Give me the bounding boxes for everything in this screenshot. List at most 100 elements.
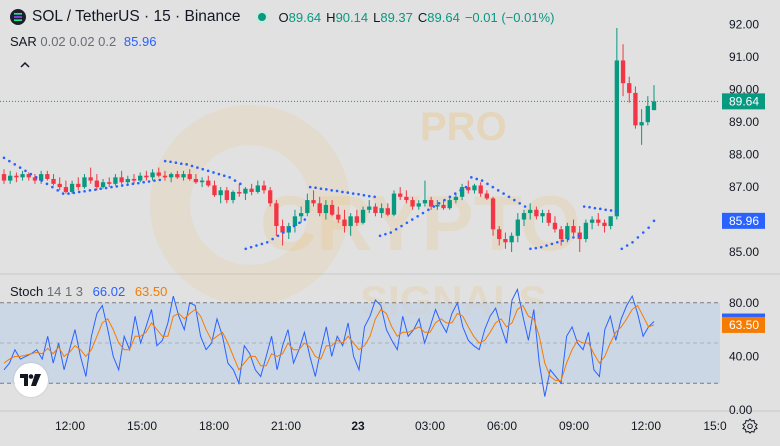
sar-dot [432,205,436,208]
candle-body [379,208,384,214]
sar-dot [593,206,597,210]
sar-dot [56,189,60,192]
sar-dot [67,192,70,195]
sar-dot [362,193,366,197]
candle [76,177,81,191]
candle [416,200,421,210]
candle [150,169,155,181]
candle-body [100,182,106,188]
candle [391,190,397,217]
candle [435,200,440,210]
price-axis-tick: 91.00 [729,50,759,64]
sar-dot [2,156,6,160]
candle [614,27,620,220]
candle [379,203,384,218]
sar-dot [625,244,629,247]
sar-dot [475,177,479,181]
tradingview-logo[interactable] [14,363,48,397]
candle [57,177,62,191]
price-axis-tick: 89.00 [729,115,759,129]
close-value: 89.64 [427,9,460,25]
candle [490,196,496,236]
candle-body [199,180,205,183]
candle [181,170,186,181]
sar-dot [367,194,371,198]
high-label: H [326,9,336,25]
sar-dot [534,246,538,250]
sar-dot [389,231,393,234]
candle [422,180,428,207]
candle [558,226,564,246]
sar-dot [518,202,522,205]
chart-header: SOL / TetherUS · 15 · Binance O89.64 H90… [10,8,554,26]
candle-body [26,174,31,178]
sar-dot [502,192,505,195]
sar-dot [201,167,205,171]
candle-body [608,216,613,227]
sar-dot [287,227,291,231]
sar-dot [174,161,178,165]
candle-body [187,174,192,179]
sar-name: SAR [10,34,37,49]
candle [447,196,452,210]
sar-dot [292,224,296,228]
candle-body [125,178,130,183]
candle-body [391,193,397,215]
candle [212,180,217,197]
candle [193,174,199,184]
candle-body [336,214,341,220]
sar-dot [523,205,527,208]
stoch-params: 14 1 3 [46,284,84,299]
candle-body [620,60,626,84]
candle-body [540,213,545,217]
candle-body [497,229,502,240]
sar-dot [636,236,640,239]
candle [311,190,316,207]
candle-body [107,182,112,184]
sar-dot [120,184,124,187]
settings-gear-icon[interactable] [742,418,758,434]
candle [546,209,551,227]
sar-dot [496,189,500,192]
candle-body [57,183,62,188]
candle [162,170,168,181]
sar-dot [196,166,199,169]
stoch-axis-tick: 80.00 [729,296,759,310]
candle [589,216,595,230]
watermark-text-crypto: CRYPTO [260,179,581,267]
sar-dot [222,174,226,178]
candle-body [237,191,242,194]
chevron-up-icon[interactable] [17,58,33,72]
candle [385,203,390,217]
time-axis-label: 03:00 [415,419,445,433]
candle-body [298,213,304,217]
candle [88,167,93,184]
candle [428,196,434,210]
time-axis-label: 15:00 [127,419,157,433]
stoch-name: Stoch [10,284,44,299]
sar-legend[interactable]: SAR 0.02 0.02 0.2 85.96 [10,34,156,49]
stoch-d-line [3,304,655,381]
candle-body [528,209,533,214]
sar-params: 0.02 0.02 0.2 [40,34,117,49]
sar-dot [169,160,172,164]
candle [32,174,38,184]
sar-dot [647,226,650,229]
sar-dot [158,178,162,182]
candle-body [515,219,520,236]
candle-body [274,203,279,227]
sar-dot [507,195,511,199]
sar-dot [556,240,559,244]
candle [268,187,273,207]
stoch-legend[interactable]: Stoch 14 1 3 66.02 63.50 [10,284,167,299]
sar-dot [308,185,312,189]
candle-body [571,226,576,233]
candle [113,174,118,186]
time-axis-label: 23 [351,419,365,433]
sar-dot [545,244,548,247]
candle-body [614,60,620,217]
sar-dot [298,221,301,225]
symbol-title[interactable]: SOL / TetherUS · 15 · Binance [32,8,241,25]
